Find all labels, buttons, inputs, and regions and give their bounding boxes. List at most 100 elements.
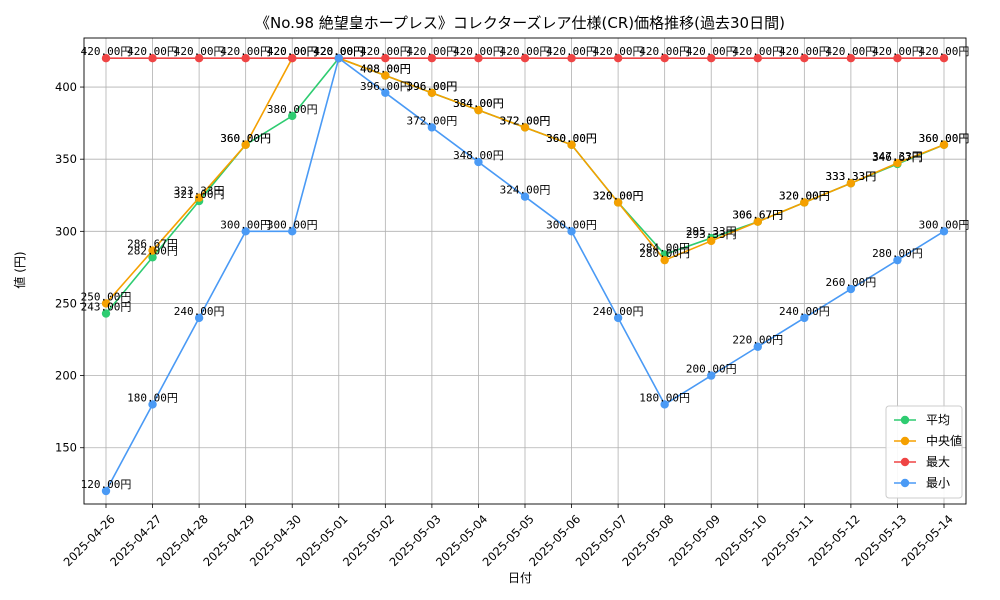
data-point [613, 53, 623, 63]
data-label: 323.33円 [174, 185, 225, 198]
data-label: 420.00円 [220, 45, 271, 58]
data-point [567, 227, 576, 236]
data-label: 300.00円 [546, 218, 597, 231]
data-label: 420.00円 [453, 45, 504, 58]
data-point [660, 255, 669, 265]
legend-label: 最大 [926, 455, 950, 469]
data-label: 396.00円 [407, 80, 458, 93]
data-label: 420.00円 [732, 45, 783, 58]
data-label: 320.00円 [593, 189, 644, 202]
data-label: 200.00円 [686, 363, 737, 376]
data-label: 306.67円 [732, 209, 783, 222]
data-label: 372.00円 [500, 114, 551, 127]
data-label: 240.00円 [779, 305, 830, 318]
data-point [474, 105, 483, 115]
data-point [148, 253, 157, 262]
data-label: 420.00円 [360, 45, 411, 58]
data-point [753, 342, 762, 351]
data-point [939, 53, 949, 63]
data-point [800, 313, 809, 323]
data-point [194, 53, 204, 63]
legend-label: 平均 [926, 413, 950, 427]
data-point [334, 53, 343, 63]
data-label: 420.00円 [267, 45, 318, 58]
legend-marker [900, 457, 910, 467]
data-label: 360.00円 [919, 132, 970, 145]
data-point [707, 53, 716, 63]
data-label: 384.00円 [453, 97, 504, 110]
data-point [893, 53, 902, 63]
data-label: 180.00円 [127, 391, 178, 404]
data-point [520, 53, 530, 63]
data-point [101, 299, 111, 308]
data-label: 300.00円 [220, 218, 271, 231]
legend-marker [900, 415, 910, 425]
data-point [241, 140, 250, 149]
chart-title: 《No.98 絶望皇ホープレス》コレクターズレア仕様(CR)価格推移(過去30日… [255, 14, 785, 32]
data-point [660, 400, 669, 409]
data-label: 300.00円 [919, 218, 970, 231]
data-label: 293.33円 [686, 228, 737, 241]
data-label: 420.00円 [500, 45, 551, 58]
data-label: 360.00円 [919, 132, 970, 145]
data-label: 333.33円 [826, 170, 877, 183]
data-label: 408.00円 [360, 63, 411, 76]
data-label: 360.00円 [220, 132, 271, 145]
data-label: 220.00円 [732, 334, 783, 347]
data-point [288, 111, 297, 121]
data-label: 250.00円 [81, 290, 132, 303]
data-label: 360.00円 [546, 132, 597, 145]
data-point [241, 53, 250, 63]
data-point [800, 198, 809, 207]
data-point [427, 53, 437, 63]
data-point [148, 53, 157, 63]
y-tick-label: 150 [55, 441, 77, 455]
legend-marker [900, 436, 910, 446]
data-label: 396.00円 [407, 80, 458, 93]
data-point [101, 486, 111, 496]
data-label: 243.00円 [81, 301, 132, 314]
data-label: 420.00円 [313, 45, 364, 58]
data-label: 286.67円 [127, 238, 178, 251]
data-point [613, 313, 623, 323]
data-label: 420.00円 [267, 45, 318, 58]
data-label: 346.67円 [872, 151, 923, 164]
data-point [381, 88, 390, 98]
legend-label: 中央値 [926, 433, 962, 448]
data-label: 284.00円 [639, 241, 690, 254]
data-point [474, 157, 483, 167]
y-tick-label: 400 [55, 80, 77, 94]
data-label: 240.00円 [174, 305, 225, 318]
data-label: 420.00円 [407, 45, 458, 58]
data-label: 420.00円 [81, 45, 132, 58]
data-point [148, 400, 157, 409]
data-label: 408.00円 [360, 63, 411, 76]
data-point [846, 179, 856, 188]
grid [84, 38, 966, 504]
data-point [520, 123, 530, 132]
data-label: 372.00円 [407, 114, 458, 127]
x-axis-label: 日付 [508, 571, 532, 585]
data-label: 420.00円 [826, 45, 877, 58]
data-point [846, 53, 856, 63]
data-label: 348.00円 [453, 149, 504, 162]
data-point [707, 236, 716, 246]
data-point [753, 53, 762, 63]
data-label: 360.00円 [546, 132, 597, 145]
data-label: 420.00円 [779, 45, 830, 58]
data-label: 360.00円 [220, 132, 271, 145]
legend-box [885, 405, 963, 499]
data-label: 396.00円 [360, 80, 411, 93]
data-label: 295.33円 [686, 225, 737, 238]
data-point [846, 284, 856, 294]
data-point [613, 198, 623, 207]
data-label: 347.33円 [872, 150, 923, 163]
data-point [520, 192, 530, 201]
data-point [241, 227, 250, 236]
y-tick-label: 200 [55, 369, 77, 383]
data-label: 420.00円 [639, 45, 690, 58]
data-point [893, 255, 902, 265]
data-point [893, 158, 902, 168]
